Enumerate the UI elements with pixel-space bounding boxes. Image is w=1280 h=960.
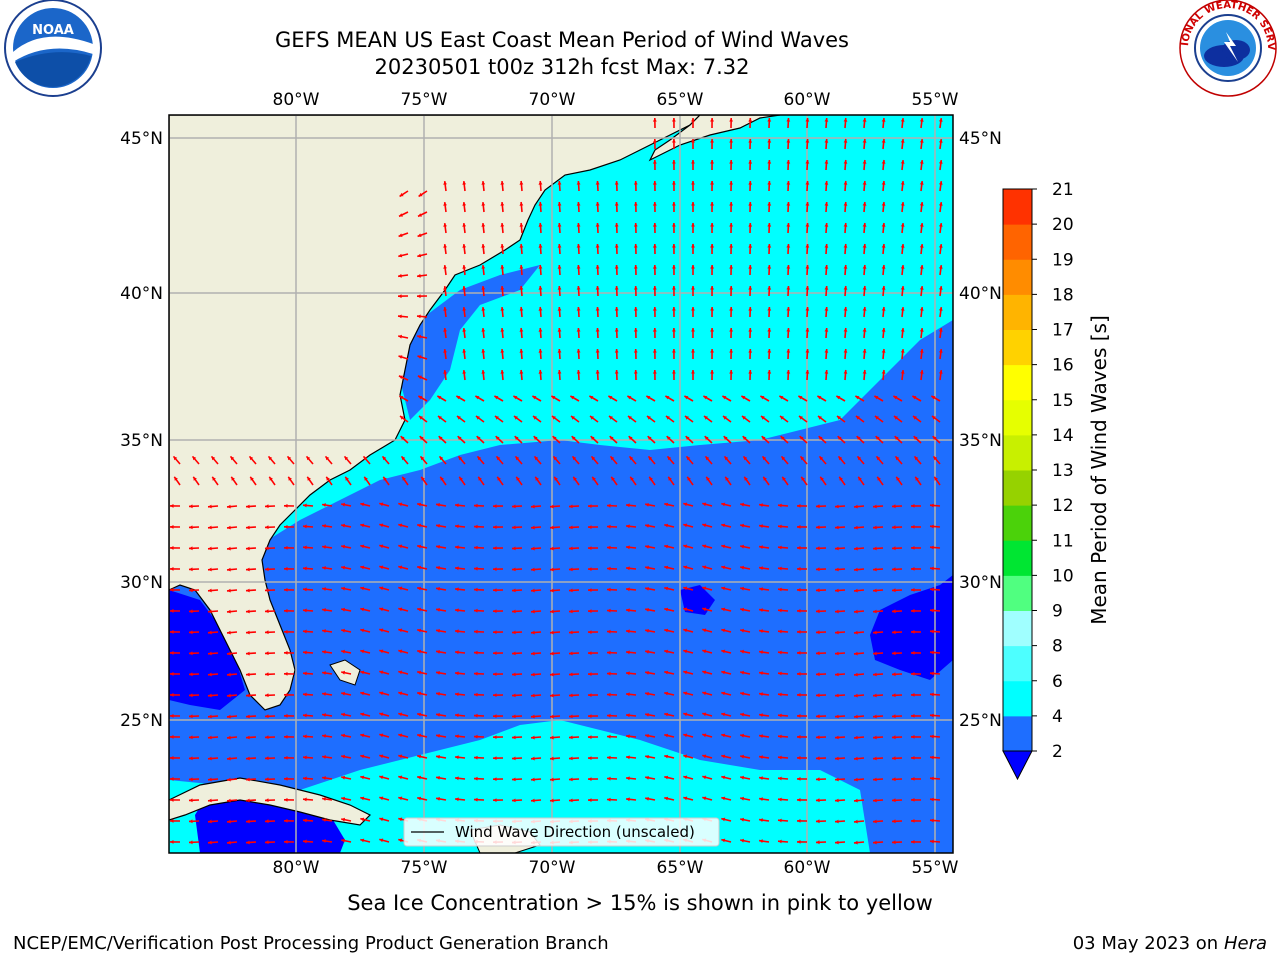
lon-label-bottom-55w: 55°W — [912, 858, 959, 878]
lat-label-right-35n: 35°N — [959, 431, 1002, 451]
sea-ice-note: Sea Ice Concentration > 15% is shown in … — [0, 891, 1280, 915]
colorbar-under-extension — [1003, 751, 1032, 779]
colorbar-tick-label: 17 — [1052, 321, 1074, 341]
colorbar-tick-label: 9 — [1052, 602, 1063, 622]
lon-label-bottom-80w: 80°W — [273, 858, 320, 878]
noaa-logo-text: NOAA — [32, 23, 74, 38]
lon-label-top-65w: 65°W — [657, 90, 704, 110]
colorbar-tick-label: 16 — [1052, 356, 1074, 376]
nws-logo: NATIONAL WEATHER SERVICE — [1180, 0, 1276, 96]
lat-label-left-40n: 40°N — [120, 284, 163, 304]
lat-label-right-40n: 40°N — [959, 284, 1002, 304]
credit-text: NCEP/EMC/Verification Post Processing Pr… — [13, 933, 609, 954]
colorbar-tick-label: 2 — [1052, 742, 1063, 762]
lon-label-top-70w: 70°W — [529, 90, 576, 110]
colorbar-segment — [1003, 294, 1032, 330]
host-name: Hera — [1224, 933, 1267, 954]
colorbar-tick-label: 20 — [1052, 215, 1074, 235]
lon-label-bottom-60w: 60°W — [784, 858, 831, 878]
lon-label-top-60w: 60°W — [784, 90, 831, 110]
colorbar-tick-label: 15 — [1052, 391, 1074, 411]
colorbar-segment — [1003, 505, 1032, 541]
colorbar-segment — [1003, 540, 1032, 576]
colorbar-segment — [1003, 330, 1032, 366]
colorbar-tick-label: 21 — [1052, 180, 1074, 200]
colorbar-segment — [1003, 224, 1032, 260]
lon-label-top-55w: 55°W — [912, 90, 959, 110]
lon-label-top-75w: 75°W — [401, 90, 448, 110]
colorbar-segment — [1003, 611, 1032, 647]
lon-label-bottom-65w: 65°W — [657, 858, 704, 878]
colorbar-tick-label: 13 — [1052, 461, 1074, 481]
date-text: 03 May 2023 on — [1073, 933, 1219, 954]
noaa-logo: NOAA — [5, 0, 101, 96]
colorbar-segment — [1003, 400, 1032, 436]
colorbar-tick-label: 18 — [1052, 285, 1074, 305]
lon-label-top-80w: 80°W — [273, 90, 320, 110]
colorbar-segment — [1003, 646, 1032, 682]
colorbar-segment — [1003, 681, 1032, 717]
lon-label-bottom-75w: 75°W — [401, 858, 448, 878]
colorbar-tick-label: 8 — [1052, 637, 1063, 657]
colorbar-segment — [1003, 365, 1032, 401]
colorbar-tick-label: 12 — [1052, 496, 1074, 516]
lat-label-left-30n: 30°N — [120, 573, 163, 593]
lat-label-right-30n: 30°N — [959, 573, 1002, 593]
lon-label-bottom-70w: 70°W — [529, 858, 576, 878]
lat-label-left-25n: 25°N — [120, 711, 163, 731]
legend-label: Wind Wave Direction (unscaled) — [455, 823, 695, 841]
lat-label-left-35n: 35°N — [120, 431, 163, 451]
colorbar-label: Mean Period of Wind Waves [s] — [1087, 315, 1111, 625]
colorbar-tick-label: 11 — [1052, 531, 1074, 551]
date-stamp: 03 May 2023 on Hera — [1073, 933, 1267, 954]
colorbar-segment — [1003, 189, 1032, 225]
colorbar-tick-label: 6 — [1052, 672, 1063, 692]
lat-label-left-45n: 45°N — [120, 129, 163, 149]
colorbar-segment — [1003, 716, 1032, 752]
lat-label-right-25n: 25°N — [959, 711, 1002, 731]
colorbar-segment — [1003, 435, 1032, 471]
colorbar-tick-label: 10 — [1052, 566, 1074, 586]
colorbar: 2 4 6 8 9 10 11 12 13 14 15 16 17 18 19 20 21 — [1003, 180, 1074, 779]
colorbar-tick-label: 4 — [1052, 707, 1063, 727]
colorbar-tick-label: 14 — [1052, 426, 1074, 446]
lat-label-right-45n: 45°N — [959, 129, 1002, 149]
colorbar-tick-label: 19 — [1052, 250, 1074, 270]
direction-legend: Wind Wave Direction (unscaled) — [404, 818, 719, 846]
colorbar-segment — [1003, 470, 1032, 506]
colorbar-segment — [1003, 575, 1032, 611]
colorbar-segment — [1003, 259, 1032, 295]
